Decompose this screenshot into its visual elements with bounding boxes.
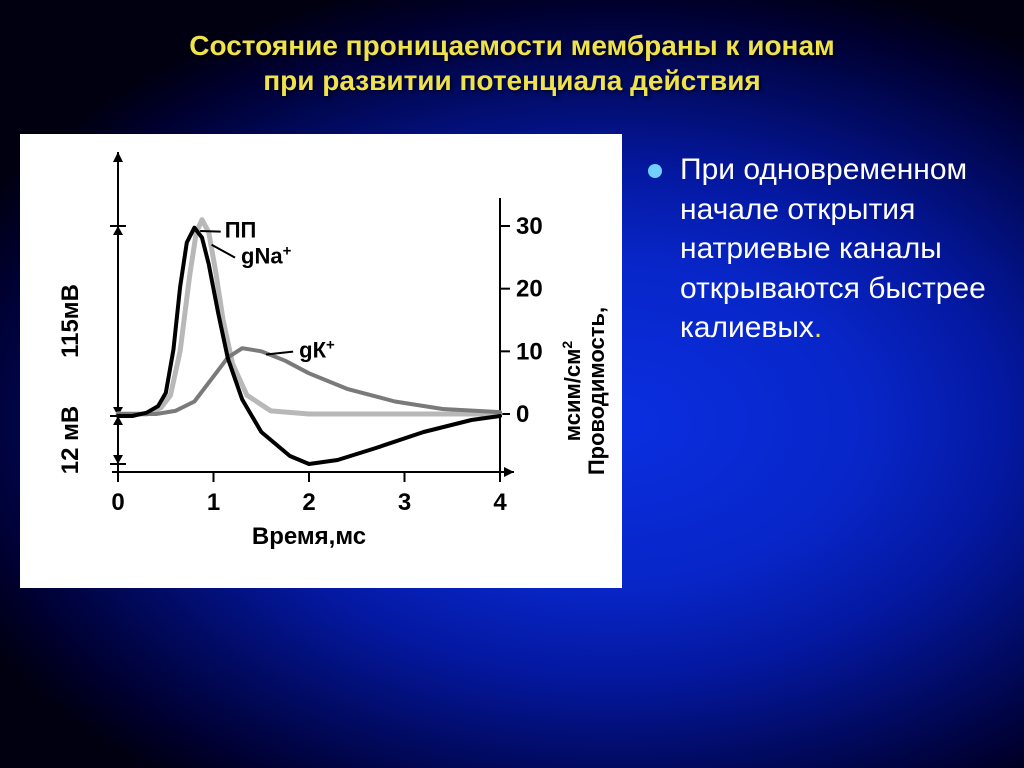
chart-svg: 0 1 2 3 4 Время,мс 0 10 20 30 Проводимость,мсим/см… [20, 134, 622, 588]
bullet-dot-icon [648, 164, 662, 178]
svg-text:30: 30 [516, 213, 543, 240]
svg-text:0: 0 [111, 489, 124, 516]
slide-title: Состояние проницаемости мембраны к ионам… [0, 28, 1024, 98]
bullet-item: При одновременном начале открытия натрие… [648, 150, 988, 348]
bullet-text: При одновременном начале открытия натрие… [680, 150, 988, 348]
bullet-trailing-dot: . [814, 311, 822, 344]
chart-panel: 0 1 2 3 4 Время,мс 0 10 20 30 Проводимость,мсим/см… [20, 134, 622, 588]
bullet-text-content: При одновременном начале открытия натрие… [680, 153, 986, 344]
svg-text:12 мВ: 12 мВ [57, 406, 84, 474]
svg-text:1: 1 [207, 489, 220, 516]
svg-text:2: 2 [302, 489, 315, 516]
svg-text:10: 10 [516, 338, 543, 365]
svg-text:115мВ: 115мВ [57, 284, 84, 358]
slide: Состояние проницаемости мембраны к ионам… [0, 0, 1024, 768]
svg-text:gNa+: gNa+ [241, 242, 292, 269]
svg-text:0: 0 [516, 401, 529, 428]
svg-text:4: 4 [493, 489, 507, 516]
slide-title-line1: Состояние проницаемости мембраны к ионам [0, 28, 1024, 63]
svg-text:3: 3 [398, 489, 411, 516]
svg-text:20: 20 [516, 276, 543, 303]
svg-text:мсим/см2: мсим/см2 [559, 341, 585, 442]
svg-text:Проводимость,: Проводимость, [584, 307, 609, 475]
bullet-block: При одновременном начале открытия натрие… [648, 150, 988, 348]
svg-text:gК+: gК+ [299, 336, 335, 363]
svg-text:ПП: ПП [225, 218, 257, 243]
svg-text:Время,мс: Время,мс [252, 523, 366, 550]
slide-title-line2: при развитии потенциала действия [0, 63, 1024, 98]
